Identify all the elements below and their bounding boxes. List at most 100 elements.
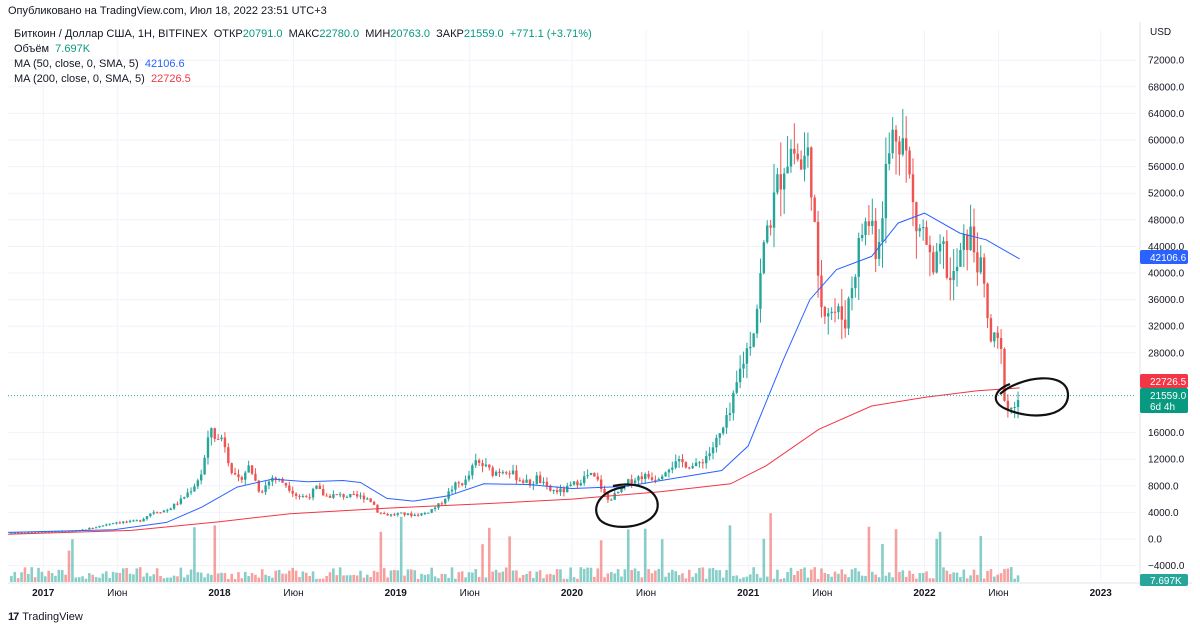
candle-body: [671, 467, 674, 470]
candle-body: [901, 138, 905, 155]
symbol-title[interactable]: Биткоин / Доллар США, 1Н, BITFINEX: [14, 28, 208, 40]
volume-bar: [464, 577, 467, 582]
volume-bar: [501, 571, 505, 582]
volume-bar: [555, 569, 559, 582]
tradingview-brand[interactable]: 17 TradingView: [8, 611, 83, 623]
y-tick-label: 44000.0: [1148, 242, 1185, 253]
candle-body: [27, 532, 30, 534]
volume-bar: [349, 575, 352, 582]
candle-body: [681, 459, 684, 463]
candle-body: [440, 503, 444, 505]
candle-body: [518, 480, 522, 482]
volume-bar: [230, 573, 234, 582]
volume-bar: [860, 575, 864, 582]
volume-bar: [864, 575, 867, 582]
volume-bar: [338, 567, 342, 582]
candle-body: [874, 220, 877, 259]
volume-bar: [16, 578, 20, 582]
volume-bar: [748, 574, 752, 582]
volume-bar: [104, 571, 108, 582]
candle-body: [494, 471, 498, 476]
volume-bar: [179, 567, 183, 582]
volume-bar: [915, 578, 918, 582]
candle-body: [196, 480, 200, 487]
volume-bar: [162, 578, 166, 582]
volume-bar: [603, 577, 606, 582]
candle-body: [898, 141, 901, 155]
volume-bar: [223, 573, 227, 582]
price-chart[interactable]: 72000.0 68000.0 64000.0 60000.0 56000.0 52000…: [0, 0, 1200, 606]
price-axis[interactable]: 72000.0 68000.0 64000.0 60000.0 56000.0 52000…: [1139, 22, 1185, 586]
candle-body: [599, 479, 603, 490]
volume-bar: [423, 574, 427, 582]
candle-body: [227, 447, 230, 464]
candle-body: [627, 479, 630, 485]
candle-body: [155, 512, 159, 514]
volume-bar: [782, 578, 786, 582]
candle-body: [501, 472, 505, 474]
ma200-label: MA (200, close, 0, SMA, 5): [14, 73, 145, 85]
volume-bar: [562, 578, 566, 582]
volume-bar: [355, 575, 359, 582]
candle-body: [525, 479, 528, 483]
volume-bar: [57, 569, 61, 582]
candle-body: [199, 474, 203, 481]
candle-body: [471, 465, 474, 476]
legend-ma200-row[interactable]: MA (200, close, 0, SMA, 5) 22726.5: [14, 72, 592, 87]
volume-bar: [650, 573, 654, 582]
volume-bar: [538, 570, 542, 582]
volume-bar: [433, 576, 437, 582]
candle-body: [37, 532, 40, 534]
x-tick-label: 2021: [737, 588, 760, 599]
candle-body: [925, 227, 928, 245]
volume-bar: [911, 573, 915, 582]
currency-label: USD: [1150, 27, 1171, 38]
candle-body: [654, 479, 657, 481]
volume-bar: [1003, 568, 1006, 582]
hand-drawn-annotations: [595, 377, 1070, 528]
volume-bar: [460, 571, 464, 582]
volume-bar: [511, 570, 515, 582]
candle-body: [379, 512, 383, 514]
volume-label: Объём: [14, 43, 50, 55]
candle-body: [728, 413, 732, 416]
volume-bar: [345, 575, 349, 582]
volume-bar: [569, 567, 572, 582]
candle-body: [220, 437, 223, 440]
volume-bar: [365, 574, 369, 582]
legend-ma50-row[interactable]: MA (50, close, 0, SMA, 5) 42106.6: [14, 57, 592, 72]
candle-body: [928, 244, 932, 253]
volume-bar: [772, 578, 776, 582]
candle-body: [630, 479, 633, 484]
volume-bar: [952, 572, 955, 582]
volume-bar: [565, 578, 569, 582]
candle-body: [108, 523, 111, 525]
volume-bar: [647, 569, 650, 582]
legend-volume-row[interactable]: Объём 7.697K: [14, 42, 592, 57]
time-axis[interactable]: 2017 Июн 2018 Июн 2019 Июн 2020 Июн 2021 Июн 2022 И…: [8, 582, 1192, 599]
volume-bar: [352, 574, 356, 582]
candle-body: [949, 277, 952, 281]
candle-body: [135, 520, 138, 522]
candle-body: [301, 496, 305, 498]
volume-bar: [643, 528, 647, 582]
volume-bar: [779, 578, 783, 582]
volume-bar: [996, 574, 1000, 582]
candle-body: [881, 218, 884, 242]
candle-body: [847, 298, 850, 329]
volume-bar: [271, 577, 274, 582]
volume-bar: [369, 576, 372, 582]
volume-bar: [430, 567, 433, 582]
candle-body: [467, 475, 471, 480]
candle-body: [667, 469, 671, 473]
volume-bar: [942, 567, 945, 582]
candle-body: [569, 484, 572, 486]
candle-body: [738, 368, 742, 383]
volume-bar: [884, 575, 888, 582]
candle-body: [871, 220, 874, 226]
candle-body: [498, 471, 501, 474]
volume-bar: [325, 575, 328, 582]
legend-symbol-row[interactable]: Биткоин / Доллар США, 1Н, BITFINEX ОТКР2…: [14, 27, 592, 42]
candle-body: [633, 480, 637, 484]
volume-bar: [948, 574, 952, 582]
